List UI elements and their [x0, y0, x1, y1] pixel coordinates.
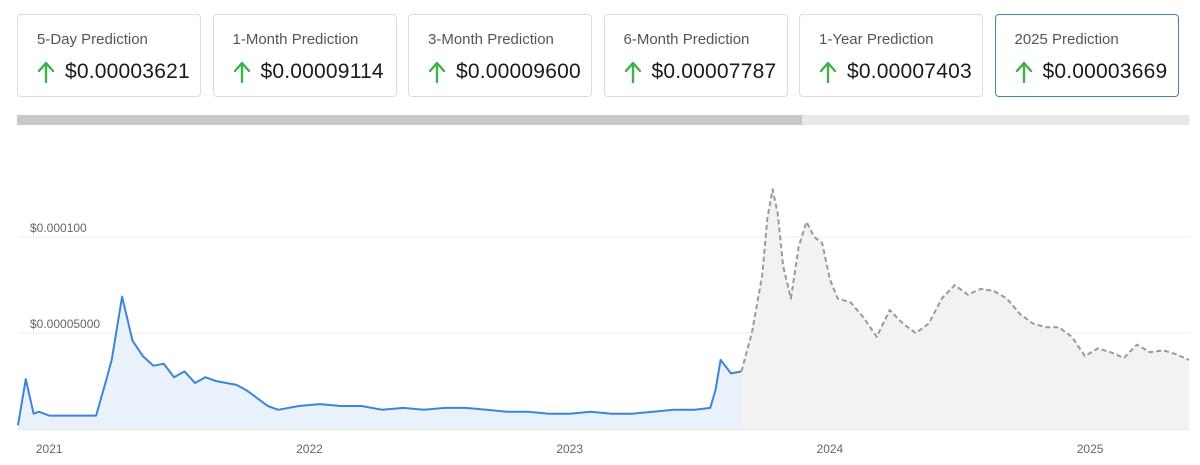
- prediction-card-label: 1-Year Prediction: [819, 31, 934, 48]
- prediction-card-value: $0.00007787: [651, 60, 777, 83]
- prediction-card[interactable]: 3-Month Prediction $0.00009600: [408, 14, 592, 97]
- prediction-card-value-row: $0.00003621: [37, 57, 190, 87]
- prediction-card-value-row: $0.00009600: [428, 57, 581, 87]
- prediction-card[interactable]: 2025 Prediction $0.00003669: [994, 14, 1179, 97]
- arrow-up-icon: [819, 61, 837, 84]
- scrollbar-thumb[interactable]: [17, 115, 803, 125]
- arrow-up-icon: [233, 61, 250, 84]
- prediction-cards: 5-Day Prediction $0.00003621 1-Month Predi…: [17, 14, 1183, 97]
- prediction-card-value: $0.00003621: [65, 60, 190, 83]
- prediction-card-label: 1-Month Prediction: [232, 31, 359, 48]
- history-area: [18, 296, 742, 429]
- prediction-card-value-row: $0.00003669: [1015, 57, 1168, 87]
- prediction-card[interactable]: 6-Month Prediction $0.00007787: [603, 14, 788, 97]
- x-tick-label: 2021: [36, 442, 63, 456]
- prediction-card[interactable]: 5-Day Prediction $0.00003621: [17, 14, 201, 97]
- chart-svg: $0.00$0.00005000$0.000100202120222023202…: [17, 188, 1190, 456]
- prediction-card-value: $0.00003669: [1042, 60, 1168, 83]
- y-tick-label: $0.000100: [30, 221, 87, 235]
- prediction-card-label: 5-Day Prediction: [37, 31, 148, 48]
- prediction-card-label: 2025 Prediction: [1014, 31, 1119, 48]
- price-prediction-chart: $0.00$0.00005000$0.000100202120222023202…: [0, 140, 1200, 465]
- prediction-card[interactable]: 1-Year Prediction $0.00007403: [799, 14, 983, 97]
- x-tick-label: 2022: [296, 442, 323, 456]
- prediction-card-value: $0.00007403: [847, 60, 972, 83]
- prediction-card-label: 3-Month Prediction: [428, 31, 554, 48]
- prediction-card-value-row: $0.00009114: [233, 57, 384, 87]
- arrow-up-icon: [428, 61, 446, 84]
- arrow-up-icon: [1015, 61, 1032, 84]
- arrow-up-icon: [37, 61, 55, 84]
- prediction-card[interactable]: 1-Month Prediction $0.00009114: [212, 14, 397, 97]
- x-tick-label: 2023: [556, 442, 583, 456]
- prediction-card-value: $0.00009600: [456, 60, 581, 83]
- horizontal-scrollbar[interactable]: [17, 115, 1189, 125]
- x-tick-label: 2025: [1077, 442, 1104, 456]
- prediction-card-label: 6-Month Prediction: [623, 31, 750, 48]
- forecast-line: [740, 188, 1190, 372]
- prediction-card-value-row: $0.00007787: [624, 57, 777, 87]
- y-tick-label: $0.00005000: [30, 317, 100, 331]
- prediction-card-value: $0.00009114: [260, 60, 384, 83]
- x-tick-label: 2024: [817, 442, 844, 456]
- forecast-area: [741, 189, 1189, 429]
- prediction-card-value-row: $0.00007403: [819, 57, 972, 87]
- arrow-up-icon: [624, 61, 641, 84]
- history-line: [17, 295, 742, 426]
